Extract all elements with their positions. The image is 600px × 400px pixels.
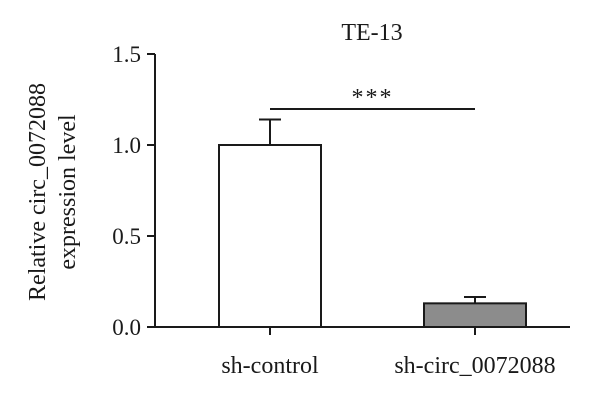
significance-label: *** <box>352 85 394 111</box>
y-tick-label: 0.0 <box>112 315 141 340</box>
y-axis-label-line-2: expression level <box>55 114 81 270</box>
y-axis-label-line-1: Relative circ_0072088 <box>25 83 51 301</box>
y-tick-label: 1.0 <box>112 133 141 158</box>
y-tick-label: 0.5 <box>112 224 141 249</box>
x-tick-label: sh-control <box>221 353 319 379</box>
bar <box>218 144 322 328</box>
plot-area: 0.0 0.5 1.0 1.5 sh-control sh-circ_0072088 *** <box>112 42 570 379</box>
y-axis-label: Relative circ_0072088 expression level <box>25 83 81 301</box>
chart-title: TE-13 <box>341 20 402 46</box>
y-tick-label: 1.5 <box>112 42 141 67</box>
x-tick-label: sh-circ_0072088 <box>394 353 555 379</box>
bar <box>423 302 527 328</box>
